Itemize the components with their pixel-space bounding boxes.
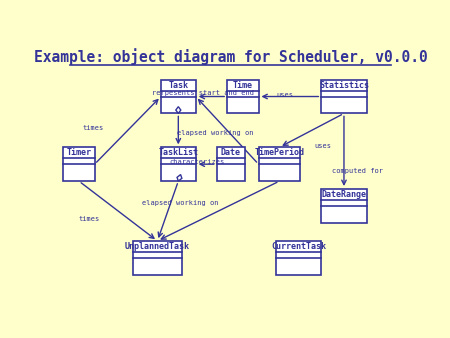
Text: UnplannedTask: UnplannedTask — [125, 242, 190, 251]
Text: DateRange: DateRange — [321, 190, 366, 199]
Text: Date: Date — [220, 148, 241, 158]
Bar — [133, 241, 182, 275]
Text: TaskList: TaskList — [158, 148, 198, 158]
Text: uses: uses — [276, 92, 293, 98]
Bar — [161, 80, 196, 114]
Bar — [217, 147, 245, 181]
Text: CurrentTask: CurrentTask — [271, 242, 326, 251]
Text: elapsed working on: elapsed working on — [177, 130, 253, 136]
Bar — [63, 147, 94, 181]
Text: Statistics: Statistics — [319, 81, 369, 90]
Text: characterizes: characterizes — [170, 159, 225, 165]
Text: Timer: Timer — [67, 148, 91, 158]
Text: computed for: computed for — [333, 168, 383, 174]
Bar — [227, 80, 258, 114]
Text: Task: Task — [168, 81, 188, 90]
Bar — [321, 80, 367, 114]
Text: rerpesents start and end: rerpesents start and end — [152, 90, 254, 96]
Bar — [321, 189, 367, 223]
Text: Example: object diagram for Scheduler, v0.0.0: Example: object diagram for Scheduler, v… — [34, 48, 428, 65]
Text: elapsed working on: elapsed working on — [142, 200, 218, 206]
Bar — [161, 147, 196, 181]
Text: TimePeriod: TimePeriod — [254, 148, 305, 158]
Text: times: times — [82, 125, 104, 131]
Text: Time: Time — [233, 81, 253, 90]
Text: uses: uses — [315, 143, 332, 149]
Bar — [258, 147, 301, 181]
Bar — [276, 241, 321, 275]
Text: times: times — [79, 216, 100, 222]
